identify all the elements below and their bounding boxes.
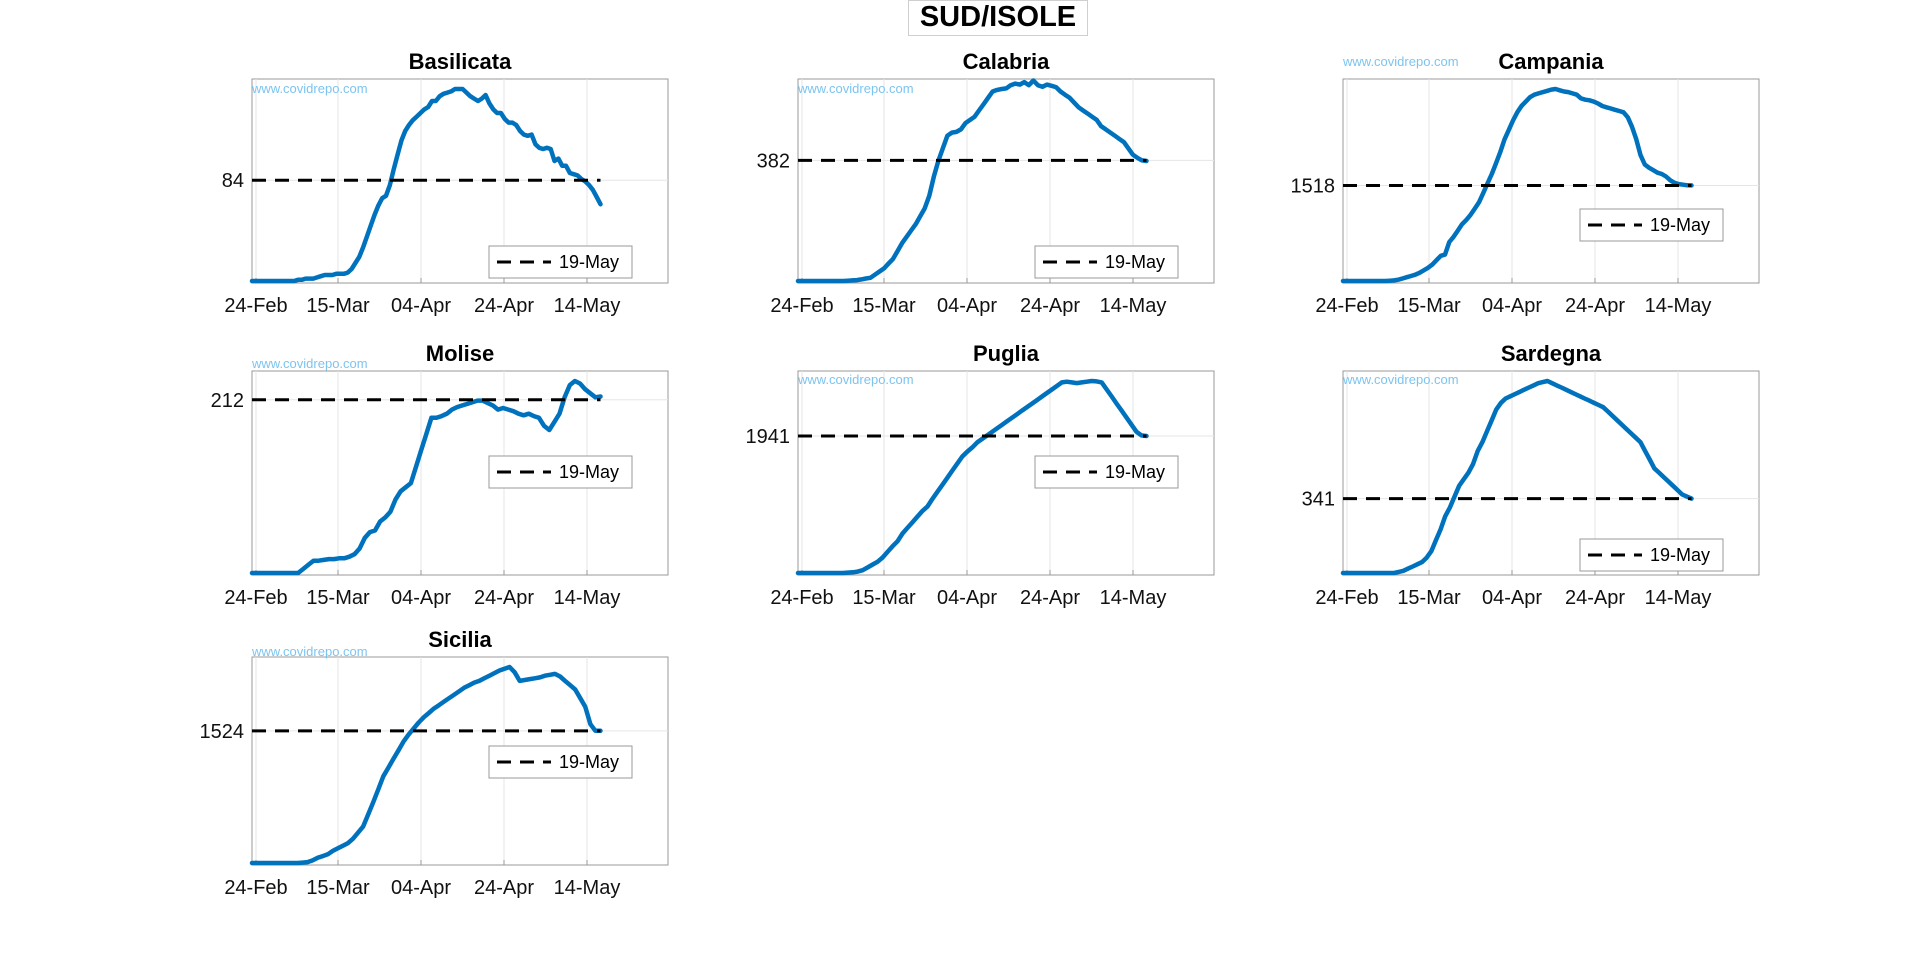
watermark-text: www.covidrepo.com — [797, 81, 914, 96]
x-tick-label: 14-May — [1645, 587, 1712, 609]
x-tick-label: 14-May — [1100, 295, 1167, 317]
legend: 19-May — [488, 245, 633, 279]
series-line — [1340, 378, 1694, 576]
legend-box — [488, 455, 633, 489]
legend-box — [1579, 538, 1724, 572]
legend: 19-May — [1034, 455, 1179, 489]
panel-title: Sicilia — [428, 627, 492, 652]
panel-puglia: 24-Feb 15-Mar 04-Apr 24-Apr 14-May 1941 Puglia… — [746, 341, 1215, 609]
legend-label: 19-May — [1105, 252, 1165, 272]
y-tick-label: 212 — [211, 390, 244, 412]
series-line — [1340, 86, 1694, 284]
x-tick-label: 14-May — [554, 295, 621, 317]
watermark-text: www.covidrepo.com — [1342, 372, 1459, 387]
legend: 19-May — [1579, 538, 1724, 572]
y-tick-label: 1518 — [1291, 175, 1336, 197]
x-tick-label: 24-Apr — [1565, 587, 1625, 609]
series-line — [249, 378, 603, 576]
x-tick-label: 24-Feb — [1315, 295, 1378, 317]
y-tick-label: 84 — [222, 170, 244, 192]
x-tick-label: 24-Apr — [1020, 295, 1080, 317]
x-tick-label: 24-Apr — [474, 587, 534, 609]
x-tick-label: 15-Mar — [1397, 295, 1461, 317]
x-tick-label: 24-Feb — [224, 877, 287, 899]
legend-label: 19-May — [1105, 462, 1165, 482]
x-tick-label: 15-Mar — [306, 587, 370, 609]
x-tick-label: 24-Apr — [1020, 587, 1080, 609]
x-tick-label: 14-May — [554, 587, 621, 609]
x-tick-label: 14-May — [554, 877, 621, 899]
series-line — [249, 664, 603, 866]
panel-title: Molise — [426, 341, 494, 366]
x-tick-label: 24-Apr — [474, 877, 534, 899]
x-tick-label: 14-May — [1100, 587, 1167, 609]
panel-title: Calabria — [963, 49, 1051, 74]
legend-label: 19-May — [1650, 545, 1710, 565]
watermark-text: www.covidrepo.com — [1342, 54, 1459, 69]
x-tick-label: 24-Feb — [1315, 587, 1378, 609]
figure-title: SUD/ISOLE — [908, 0, 1088, 36]
legend: 19-May — [1034, 245, 1179, 279]
x-tick-label: 24-Apr — [1565, 295, 1625, 317]
x-tick-label: 15-Mar — [852, 295, 916, 317]
y-tick-label: 341 — [1302, 489, 1335, 511]
panel-sardegna: 24-Feb 15-Mar 04-Apr 24-Apr 14-May 341 Sardegn… — [1302, 341, 1760, 609]
panel-campania: 24-Feb 15-Mar 04-Apr 24-Apr 14-May 1518 Campan… — [1291, 49, 1760, 317]
series-line — [795, 378, 1149, 576]
legend: 19-May — [488, 455, 633, 489]
x-tick-label: 04-Apr — [391, 295, 451, 317]
legend-label: 19-May — [559, 252, 619, 272]
y-tick-label: 1941 — [746, 426, 791, 448]
panel-basilicata: 24-Feb 15-Mar 04-Apr 24-Apr 14-May 84 Basilica… — [222, 49, 669, 317]
legend-box — [1579, 208, 1724, 242]
series-line — [795, 78, 1149, 284]
x-tick-label: 04-Apr — [1482, 587, 1542, 609]
x-tick-label: 15-Mar — [306, 295, 370, 317]
watermark-text: www.covidrepo.com — [251, 81, 368, 96]
x-tick-label: 24-Feb — [224, 587, 287, 609]
legend-label: 19-May — [559, 462, 619, 482]
x-tick-label: 15-Mar — [1397, 587, 1461, 609]
panel-molise: 24-Feb 15-Mar 04-Apr 24-Apr 14-May 212 Molise w… — [211, 341, 669, 609]
series-line — [249, 86, 603, 284]
x-tick-label: 15-Mar — [852, 587, 916, 609]
legend-label: 19-May — [1650, 215, 1710, 235]
x-tick-label: 24-Feb — [770, 295, 833, 317]
legend-box — [488, 245, 633, 279]
panel-title: Campania — [1498, 49, 1604, 74]
panel-title: Puglia — [973, 341, 1040, 366]
x-tick-label: 24-Feb — [224, 295, 287, 317]
x-tick-label: 04-Apr — [391, 877, 451, 899]
x-tick-label: 04-Apr — [1482, 295, 1542, 317]
panel-sicilia: 24-Feb 15-Mar 04-Apr 24-Apr 14-May 1524 Sicili… — [200, 627, 669, 899]
legend-box — [1034, 455, 1179, 489]
y-tick-label: 382 — [757, 150, 790, 172]
legend: 19-May — [488, 745, 633, 779]
plot-area — [1342, 78, 1760, 284]
watermark-text: www.covidrepo.com — [797, 372, 914, 387]
panel-title: Sardegna — [1501, 341, 1602, 366]
x-tick-label: 14-May — [1645, 295, 1712, 317]
legend-box — [488, 745, 633, 779]
legend-box — [1034, 245, 1179, 279]
x-tick-label: 24-Feb — [770, 587, 833, 609]
x-tick-label: 04-Apr — [937, 587, 997, 609]
watermark-text: www.covidrepo.com — [251, 356, 368, 371]
legend-label: 19-May — [559, 752, 619, 772]
x-tick-label: 15-Mar — [306, 877, 370, 899]
y-tick-label: 1524 — [200, 721, 245, 743]
panel-calabria: 24-Feb 15-Mar 04-Apr 24-Apr 14-May 382 Calabri… — [757, 49, 1215, 317]
panel-title: Basilicata — [409, 49, 512, 74]
x-tick-label: 04-Apr — [391, 587, 451, 609]
watermark-text: www.covidrepo.com — [251, 644, 368, 659]
legend: 19-May — [1579, 208, 1724, 242]
x-tick-label: 04-Apr — [937, 295, 997, 317]
x-tick-label: 24-Apr — [474, 295, 534, 317]
